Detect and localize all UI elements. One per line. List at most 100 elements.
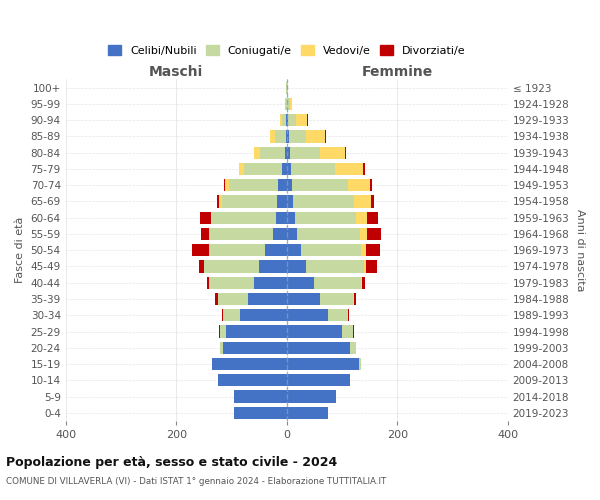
Bar [240,309,287,322]
Bar [244,163,287,175]
Bar [287,244,301,256]
Bar [220,342,287,354]
Bar [287,114,288,126]
Bar [287,342,356,354]
Bar [287,130,305,142]
Bar [287,163,365,175]
Bar [218,374,287,386]
Bar [287,146,320,159]
Bar [287,260,364,272]
Bar [280,114,287,126]
Bar [284,98,287,110]
Bar [277,196,287,207]
Bar [223,342,287,354]
Bar [287,358,361,370]
Bar [287,293,353,305]
Bar [287,358,361,370]
Bar [287,309,347,322]
Text: Maschi: Maschi [149,66,203,80]
Bar [287,130,325,142]
Bar [234,406,287,419]
Bar [287,179,347,192]
Bar [287,260,377,272]
Bar [287,293,320,305]
Bar [226,326,287,338]
Bar [212,212,287,224]
Bar [287,82,288,94]
Bar [221,309,287,322]
Bar [287,276,361,289]
Bar [287,196,293,207]
Bar [287,179,373,192]
Bar [212,358,287,370]
Bar [270,130,287,142]
Bar [282,114,287,126]
Bar [220,342,287,354]
Bar [218,374,287,386]
Bar [234,406,287,419]
Bar [209,228,287,240]
Bar [254,276,287,289]
Bar [287,326,354,338]
Bar [287,212,378,224]
Bar [287,276,362,289]
Bar [287,163,363,175]
Bar [218,374,287,386]
Bar [265,244,287,256]
Bar [287,293,356,305]
Bar [234,390,287,402]
Bar [200,212,287,224]
Bar [287,406,328,419]
Bar [234,406,287,419]
Bar [254,146,287,159]
Bar [287,326,342,338]
Bar [209,228,287,240]
Bar [204,260,287,272]
Bar [287,358,359,370]
Bar [287,358,361,370]
Bar [287,228,367,240]
Bar [287,212,367,224]
Bar [287,374,350,386]
Text: COMUNE DI VILLAVERLA (VI) - Dati ISTAT 1° gennaio 2024 - Elaborazione TUTTITALIA: COMUNE DI VILLAVERLA (VI) - Dati ISTAT 1… [6,477,386,486]
Bar [287,212,356,224]
Bar [209,244,287,256]
Bar [287,114,308,126]
Bar [287,342,356,354]
Bar [287,114,307,126]
Bar [283,163,287,175]
Bar [287,390,337,402]
Bar [287,390,337,402]
Bar [280,114,287,126]
Legend: Celibi/Nubili, Coniugati/e, Vedovi/e, Divorziati/e: Celibi/Nubili, Coniugati/e, Vedovi/e, Di… [103,40,470,60]
Bar [220,342,287,354]
Bar [220,326,287,338]
Bar [287,244,380,256]
Bar [221,196,287,207]
Y-axis label: Anni di nascita: Anni di nascita [575,209,585,292]
Bar [212,358,287,370]
Bar [217,196,287,207]
Bar [234,390,287,402]
Bar [270,130,287,142]
Bar [287,163,335,175]
Bar [287,163,291,175]
Bar [218,293,287,305]
Bar [287,406,328,419]
Bar [218,374,287,386]
Bar [212,358,287,370]
Bar [212,358,287,370]
Bar [220,326,287,338]
Bar [287,114,296,126]
Bar [287,196,371,207]
Bar [287,276,314,289]
Bar [287,179,370,192]
Bar [206,276,287,289]
Bar [239,163,287,175]
Bar [287,98,292,110]
Bar [287,309,347,322]
Bar [254,146,287,159]
Bar [287,326,353,338]
Bar [226,179,287,192]
Bar [220,326,287,338]
